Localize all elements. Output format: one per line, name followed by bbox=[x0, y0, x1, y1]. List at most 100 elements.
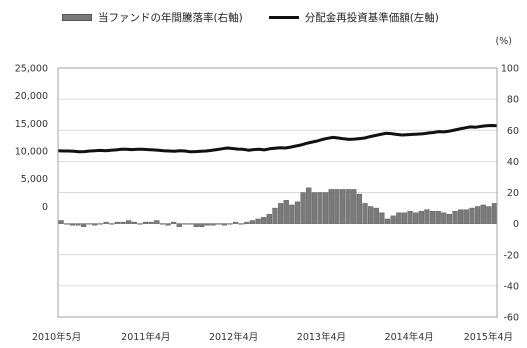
x-tick-label: 2012年4月 bbox=[209, 331, 258, 343]
bar bbox=[441, 212, 447, 224]
left-tick-label: 10,000 bbox=[15, 147, 48, 158]
right-tick-label: 80 bbox=[507, 95, 519, 106]
line-series bbox=[57, 124, 498, 154]
bar bbox=[227, 223, 233, 225]
bar bbox=[334, 189, 340, 224]
bar bbox=[154, 220, 160, 224]
bar bbox=[210, 223, 216, 226]
bar bbox=[58, 220, 64, 224]
chart-legend: 当ファンドの年間騰落率(右軸) 分配金再投資基準価額(左軸) bbox=[62, 8, 465, 26]
legend-swatch-bar bbox=[62, 13, 92, 21]
bar bbox=[193, 223, 199, 227]
bar bbox=[480, 204, 486, 224]
bar bbox=[221, 223, 227, 226]
left-axis-ticks: 25,000 20,000 15,000 10,000 5,000 0 bbox=[15, 64, 48, 213]
bar bbox=[142, 221, 149, 224]
bar bbox=[255, 218, 261, 224]
x-tick-label: 2010年5月 bbox=[32, 331, 81, 343]
right-tick-label: 20 bbox=[507, 188, 519, 199]
bar bbox=[199, 223, 205, 227]
bar bbox=[131, 221, 137, 224]
x-tick-label: 2015年4月 bbox=[464, 331, 513, 343]
bar bbox=[373, 207, 379, 224]
x-tick-label: 2013年4月 bbox=[297, 331, 346, 343]
left-tick-label: 20,000 bbox=[15, 91, 48, 102]
bar bbox=[244, 221, 250, 224]
bar bbox=[216, 223, 222, 225]
legend-label-bar: 当ファンドの年間騰落率(右軸) bbox=[98, 11, 243, 24]
bar bbox=[339, 189, 346, 224]
bar bbox=[379, 212, 385, 224]
right-tick-label: -60 bbox=[503, 313, 519, 324]
right-tick-label: 100 bbox=[501, 64, 519, 75]
bar bbox=[452, 210, 458, 224]
bar bbox=[120, 221, 126, 224]
left-tick-label: 15,000 bbox=[15, 119, 48, 130]
bar bbox=[401, 212, 408, 224]
bar bbox=[328, 189, 334, 224]
bar bbox=[289, 204, 295, 224]
bar bbox=[446, 214, 453, 224]
bar bbox=[345, 189, 351, 224]
legend-item-line: 分配金再投資基準価額(左軸) bbox=[268, 10, 439, 25]
x-axis-ticks: 2010年5月 2011年4月 2012年4月 2013年4月 2014年4月 2015年… bbox=[32, 331, 513, 343]
bar bbox=[232, 221, 239, 224]
bar bbox=[311, 192, 317, 224]
bar bbox=[92, 223, 98, 226]
bar bbox=[407, 210, 413, 224]
bar bbox=[148, 221, 154, 224]
bar bbox=[283, 200, 289, 224]
bar bbox=[486, 206, 492, 224]
bar bbox=[424, 209, 430, 224]
right-axis-ticks: 100 80 60 40 20 0 -20 -40 -60 bbox=[501, 64, 519, 324]
legend-label-line: 分配金再投資基準価額(左軸) bbox=[304, 11, 439, 24]
bar bbox=[356, 193, 363, 224]
right-tick-label: -40 bbox=[503, 281, 519, 292]
bar bbox=[126, 220, 132, 224]
bar bbox=[469, 207, 475, 224]
bar bbox=[137, 223, 143, 225]
bar-series bbox=[58, 187, 498, 227]
bar bbox=[294, 201, 301, 224]
bar bbox=[323, 192, 329, 224]
bar bbox=[474, 206, 481, 224]
x-tick-label: 2014年4月 bbox=[385, 331, 434, 343]
bar bbox=[413, 212, 419, 224]
plot-frame bbox=[57, 67, 498, 318]
right-tick-label: 0 bbox=[513, 219, 519, 230]
bar bbox=[114, 221, 120, 224]
bar bbox=[249, 220, 256, 224]
bar bbox=[368, 206, 374, 224]
bar bbox=[272, 207, 278, 224]
bar bbox=[435, 210, 441, 224]
bar bbox=[171, 221, 177, 224]
right-tick-label: 40 bbox=[507, 157, 519, 168]
bar bbox=[362, 203, 368, 224]
left-tick-label: 0 bbox=[42, 202, 48, 213]
right-tick-label: -20 bbox=[503, 250, 519, 261]
bar bbox=[351, 189, 357, 224]
bar bbox=[317, 192, 323, 224]
bar bbox=[75, 223, 81, 226]
bar bbox=[165, 223, 171, 226]
bar bbox=[463, 209, 469, 224]
left-tick-label: 25,000 bbox=[15, 64, 48, 75]
x-tick-label: 2011年4月 bbox=[121, 331, 170, 343]
bar bbox=[390, 215, 396, 224]
plot-border bbox=[57, 67, 498, 318]
series-line bbox=[57, 124, 498, 154]
bar bbox=[64, 223, 70, 225]
bar bbox=[182, 223, 188, 225]
bar bbox=[103, 221, 109, 224]
bar bbox=[306, 187, 312, 224]
bar bbox=[159, 223, 166, 225]
bar bbox=[97, 223, 104, 225]
bar bbox=[418, 210, 424, 224]
right-axis-unit: (%) bbox=[496, 36, 512, 47]
legend-item-bar: 当ファンドの年間騰落率(右軸) bbox=[62, 10, 243, 25]
bar bbox=[300, 192, 306, 224]
bar bbox=[277, 203, 284, 224]
right-tick-label: 60 bbox=[507, 126, 519, 137]
bar bbox=[266, 214, 272, 224]
